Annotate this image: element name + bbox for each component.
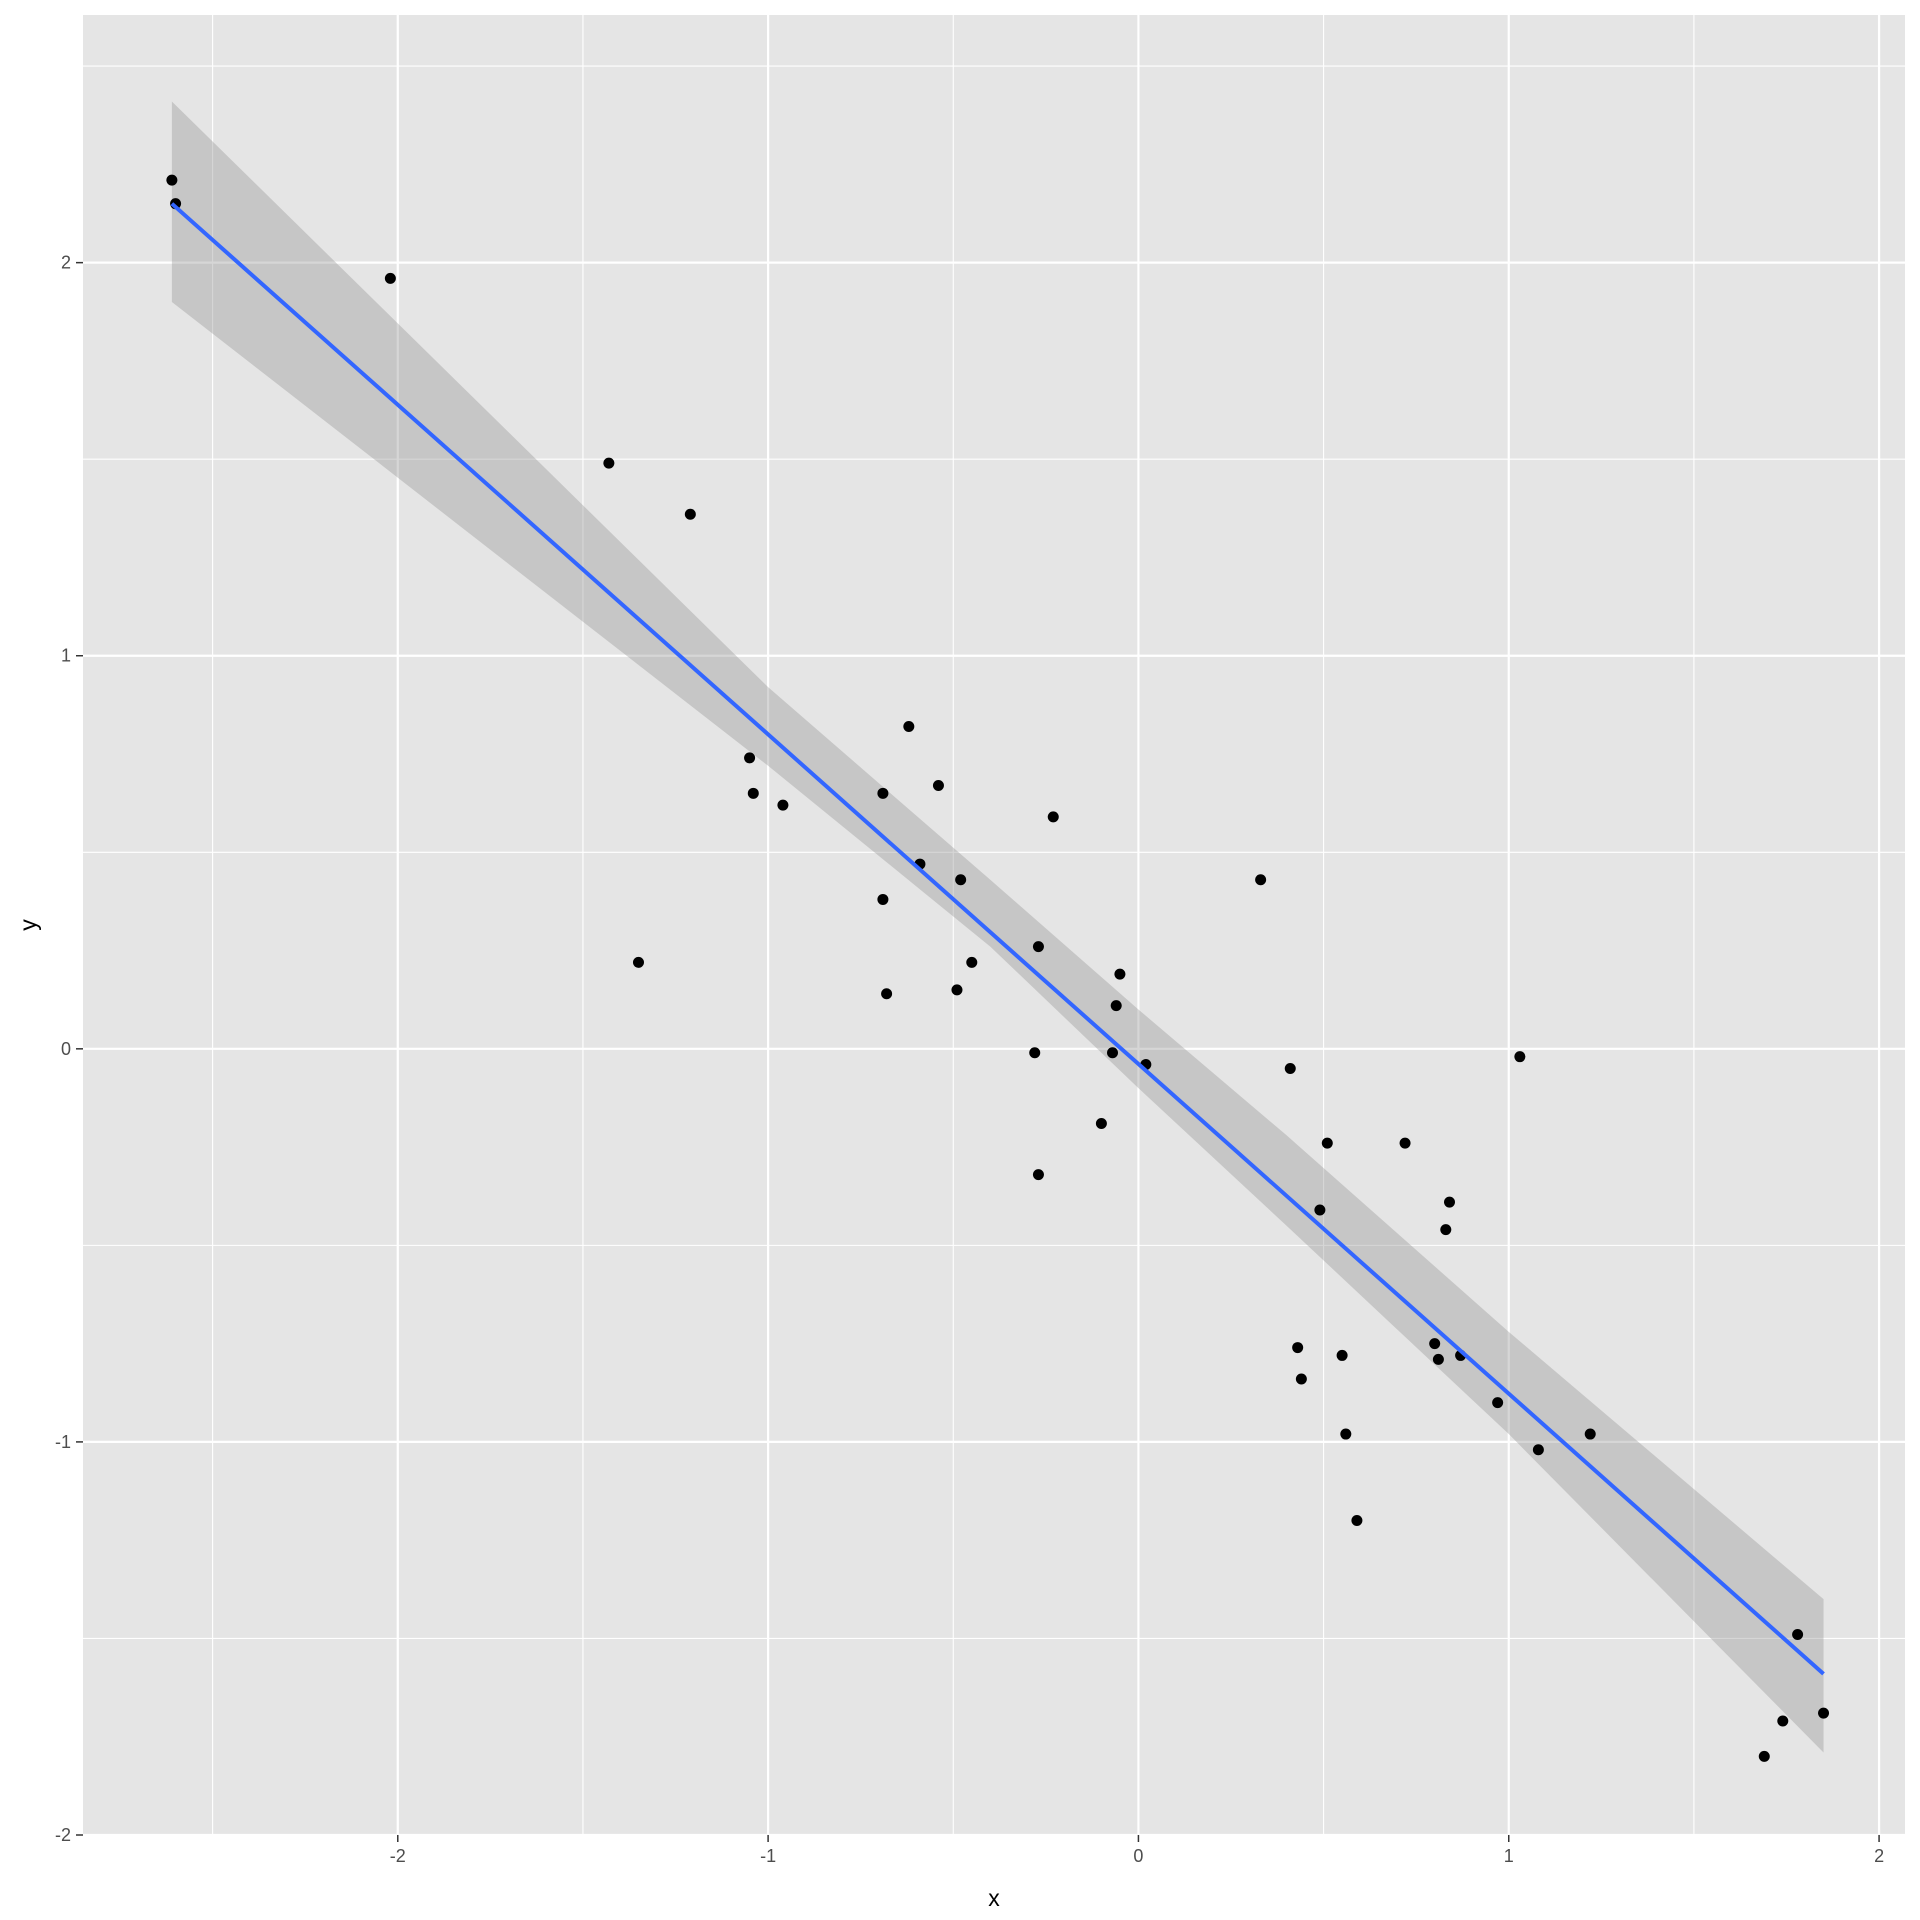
major-gridlines bbox=[83, 15, 1905, 1837]
data-point bbox=[1440, 1224, 1452, 1236]
data-point bbox=[1047, 811, 1059, 823]
data-point bbox=[1444, 1196, 1455, 1208]
data-point bbox=[632, 956, 644, 968]
data-point bbox=[1340, 1428, 1352, 1440]
x-tick-label: 0 bbox=[1133, 1846, 1143, 1866]
y-axis: -2 -1 0 1 2 bbox=[55, 253, 83, 1845]
data-point bbox=[1399, 1137, 1411, 1149]
data-point bbox=[881, 988, 893, 1000]
x-axis: -2 -1 0 1 2 bbox=[390, 1835, 1884, 1866]
data-point bbox=[1029, 1047, 1041, 1059]
data-point bbox=[1584, 1428, 1596, 1440]
data-point bbox=[1107, 1047, 1119, 1059]
data-point bbox=[1492, 1397, 1504, 1409]
data-point bbox=[1321, 1137, 1333, 1149]
data-point bbox=[932, 779, 944, 791]
regression-line bbox=[170, 202, 1825, 1676]
data-point bbox=[1295, 1373, 1307, 1385]
data-point bbox=[1351, 1515, 1363, 1527]
plot-panel bbox=[83, 15, 1905, 1835]
data-point bbox=[1032, 941, 1044, 953]
y-axis-title: y bbox=[15, 919, 41, 931]
data-point bbox=[1292, 1342, 1304, 1354]
data-point bbox=[1758, 1750, 1770, 1762]
y-tick-label: 1 bbox=[61, 646, 71, 666]
data-point bbox=[955, 874, 967, 886]
data-point bbox=[966, 956, 978, 968]
data-point bbox=[1032, 1169, 1044, 1181]
data-point bbox=[951, 984, 963, 996]
data-point bbox=[1792, 1629, 1804, 1641]
data-point bbox=[903, 720, 915, 732]
data-point bbox=[1284, 1062, 1296, 1074]
data-point bbox=[1314, 1204, 1326, 1216]
data-point bbox=[747, 787, 759, 799]
x-tick-label: -2 bbox=[390, 1846, 406, 1866]
data-point bbox=[1514, 1051, 1526, 1063]
data-point bbox=[684, 508, 696, 520]
data-point bbox=[744, 752, 756, 764]
data-point bbox=[603, 457, 615, 469]
data-point bbox=[384, 272, 396, 284]
data-point bbox=[1429, 1338, 1441, 1350]
data-point bbox=[777, 799, 789, 811]
x-tick-label: 1 bbox=[1504, 1846, 1514, 1866]
data-point bbox=[1255, 874, 1267, 886]
confidence-band bbox=[171, 101, 1824, 1753]
data-point bbox=[1777, 1715, 1789, 1727]
data-point bbox=[1114, 968, 1126, 980]
data-point bbox=[1336, 1349, 1348, 1361]
x-axis-title: x bbox=[988, 1885, 1000, 1911]
data-point bbox=[1818, 1707, 1830, 1719]
y-tick-label: -2 bbox=[55, 1825, 71, 1845]
data-point bbox=[1110, 1000, 1122, 1012]
x-tick-label: -1 bbox=[760, 1846, 776, 1866]
y-tick-label: -1 bbox=[55, 1432, 71, 1452]
data-point bbox=[1432, 1353, 1444, 1365]
data-point bbox=[877, 787, 889, 799]
y-tick-label: 0 bbox=[61, 1039, 71, 1059]
data-point bbox=[166, 174, 178, 186]
y-tick-label: 2 bbox=[61, 253, 71, 273]
minor-gridlines bbox=[83, 15, 1905, 1835]
data-point bbox=[1095, 1118, 1107, 1130]
data-point bbox=[877, 893, 889, 905]
x-tick-label: 2 bbox=[1874, 1846, 1884, 1866]
data-point bbox=[1532, 1444, 1544, 1456]
